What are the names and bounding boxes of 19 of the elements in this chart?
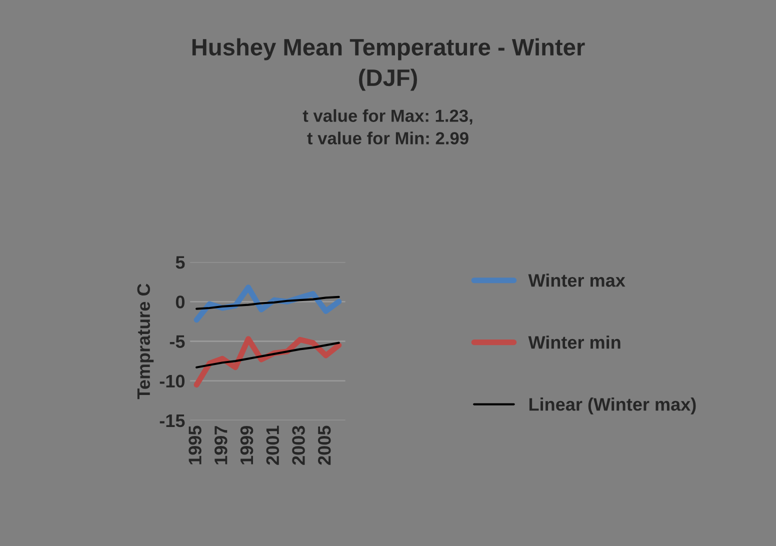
line-series (196, 296, 340, 310)
legend-label: Winter min (528, 336, 620, 349)
x-tick-label: 1997 (214, 426, 228, 464)
line-series (196, 342, 340, 368)
x-tick-label: 2003 (292, 426, 305, 465)
y-axis-title: Temprature C (137, 284, 154, 400)
y-tick-label: 5 (176, 256, 185, 269)
y-tick-label: -10 (160, 374, 185, 388)
legend-label: Winter max (528, 274, 626, 287)
legend-label: Linear (Winter max) (529, 398, 696, 414)
x-tick-label: 2001 (266, 426, 280, 465)
text: t value for Max: 1.23, t value for Min: 2.99 (302, 109, 472, 144)
y-tick-label: -5 (170, 335, 185, 348)
x-tick-label: 1999 (240, 426, 254, 464)
chart-title: Hushey Mean Temperature - Winter (DJF) (192, 38, 585, 91)
x-tick-label: 2005 (318, 426, 331, 465)
y-tick-label: 0 (176, 296, 185, 308)
y-tick-label: -15 (160, 414, 185, 428)
x-tick-label: 1995 (188, 426, 202, 464)
